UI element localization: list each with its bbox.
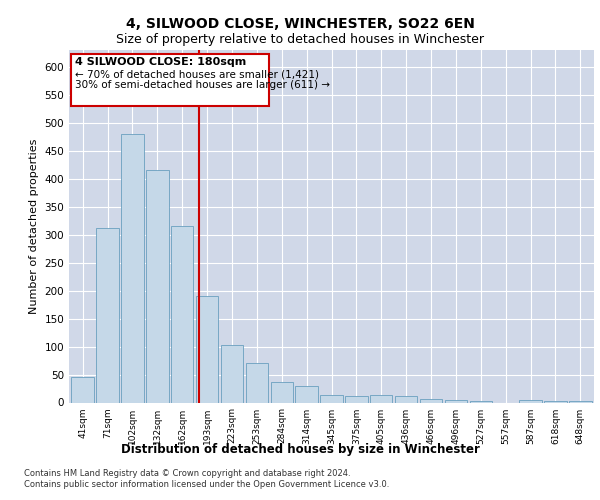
Bar: [146, 170, 169, 402]
Text: 4 SILWOOD CLOSE: 180sqm: 4 SILWOOD CLOSE: 180sqm: [75, 56, 247, 66]
Bar: [196, 296, 218, 403]
Bar: [121, 134, 143, 402]
Bar: [370, 395, 392, 402]
Bar: [320, 395, 343, 402]
Bar: [345, 396, 368, 402]
Bar: [221, 345, 243, 403]
Y-axis label: Number of detached properties: Number of detached properties: [29, 138, 39, 314]
Bar: [520, 400, 542, 402]
Bar: [245, 364, 268, 403]
Bar: [97, 228, 119, 402]
Text: Contains public sector information licensed under the Open Government Licence v3: Contains public sector information licen…: [24, 480, 389, 489]
Text: 30% of semi-detached houses are larger (611) →: 30% of semi-detached houses are larger (…: [75, 80, 330, 90]
Bar: [295, 386, 318, 402]
Bar: [271, 382, 293, 402]
Bar: [171, 226, 193, 402]
Bar: [445, 400, 467, 402]
Text: Distribution of detached houses by size in Winchester: Distribution of detached houses by size …: [121, 442, 479, 456]
Text: Size of property relative to detached houses in Winchester: Size of property relative to detached ho…: [116, 32, 484, 46]
Bar: [420, 398, 442, 402]
Bar: [395, 396, 418, 402]
Text: ← 70% of detached houses are smaller (1,421): ← 70% of detached houses are smaller (1,…: [75, 69, 319, 79]
Bar: [71, 378, 94, 402]
FancyBboxPatch shape: [71, 54, 269, 106]
Text: 4, SILWOOD CLOSE, WINCHESTER, SO22 6EN: 4, SILWOOD CLOSE, WINCHESTER, SO22 6EN: [125, 18, 475, 32]
Text: Contains HM Land Registry data © Crown copyright and database right 2024.: Contains HM Land Registry data © Crown c…: [24, 469, 350, 478]
